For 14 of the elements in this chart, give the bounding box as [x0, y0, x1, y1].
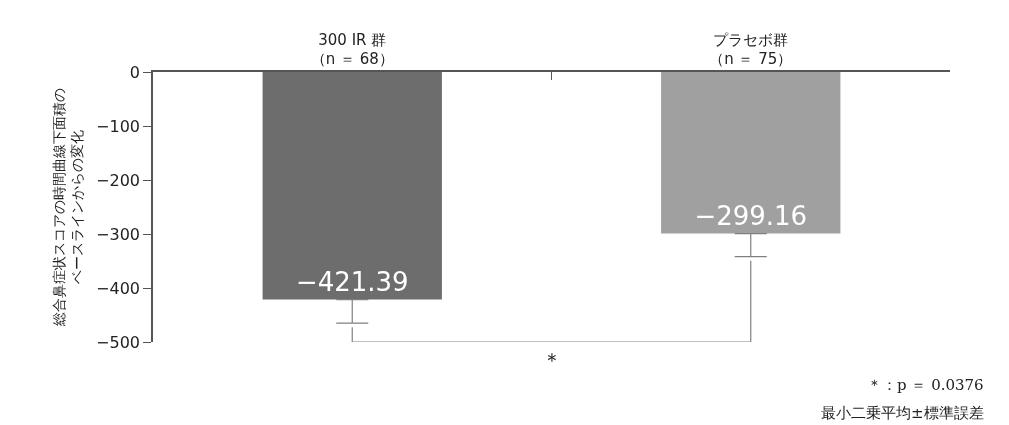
y-axis-title: 総合鼻症状スコアの時間曲線下面積のベースラインからの変化: [51, 88, 86, 327]
y-tick-label: −300: [96, 224, 141, 244]
data-label: −299.16: [694, 200, 808, 231]
text: ＊: [542, 348, 562, 372]
text: 最小二乗平均±標準誤差: [821, 404, 984, 422]
text: ＊：p ＝ 0.0376: [867, 376, 984, 394]
y-tick-label: −200: [96, 170, 141, 190]
y-tick-label: 0: [129, 62, 141, 82]
y-tick-label: −400: [96, 278, 141, 298]
y-tick-label: −500: [96, 332, 141, 352]
y-tick-label: −100: [96, 116, 141, 136]
data-label: −421.39: [295, 266, 409, 297]
x-tick-label: 300 IR 群（n ＝ 68）: [310, 30, 394, 69]
x-tick-label: プラセボ群（n ＝ 75）: [709, 30, 793, 69]
